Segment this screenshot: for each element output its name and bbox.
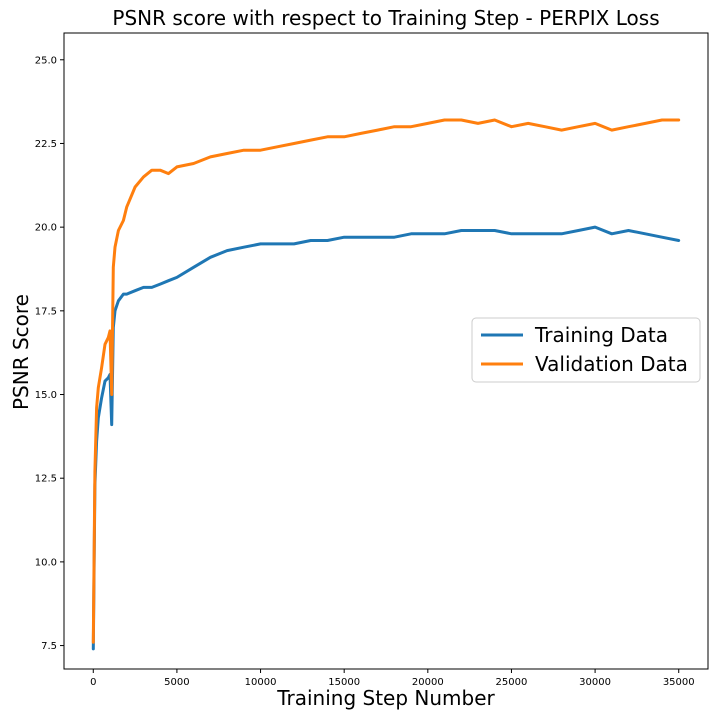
plot-lines bbox=[91, 118, 681, 651]
x-tick-label: 20000 bbox=[412, 677, 444, 688]
x-tick-label: 25000 bbox=[496, 677, 528, 688]
y-tick-label: 22.5 bbox=[35, 139, 57, 150]
y-tick-label: 20.0 bbox=[35, 223, 57, 234]
x-tick-label: 0 bbox=[90, 677, 96, 688]
x-tick-label: 30000 bbox=[579, 677, 611, 688]
legend: Training Data Validation Data bbox=[471, 317, 701, 383]
legend-label-2: Validation Data bbox=[535, 352, 688, 376]
legend-box bbox=[471, 317, 701, 383]
y-axis-ticks: 7.5 10.0 12.5 15.0 17.5 20.0 22.5 25.0 bbox=[35, 55, 64, 652]
y-tick-label: 25.0 bbox=[35, 55, 57, 66]
legend-label-1: Training Data bbox=[534, 323, 668, 347]
chart-title: PSNR score with respect to Training Step… bbox=[112, 6, 659, 30]
y-tick-label: 15.0 bbox=[35, 390, 57, 401]
y-tick-label: 12.5 bbox=[35, 474, 57, 485]
series-line-1 bbox=[91, 225, 681, 651]
x-tick-label: 5000 bbox=[164, 677, 189, 688]
plot-frame bbox=[63, 32, 709, 670]
y-tick-label: 17.5 bbox=[35, 306, 57, 317]
x-tick-label: 35000 bbox=[663, 677, 695, 688]
x-tick-label: 10000 bbox=[245, 677, 277, 688]
y-tick-label: 10.0 bbox=[35, 557, 57, 568]
x-axis-ticks: 0 5000 10000 15000 20000 25000 30000 35000 bbox=[90, 669, 695, 688]
y-axis-label: PSNR Score bbox=[9, 294, 33, 410]
y-tick-label: 7.5 bbox=[41, 641, 57, 652]
series-line-2 bbox=[91, 118, 681, 644]
x-tick-label: 15000 bbox=[328, 677, 360, 688]
x-axis-label: Training Step Number bbox=[276, 686, 495, 710]
